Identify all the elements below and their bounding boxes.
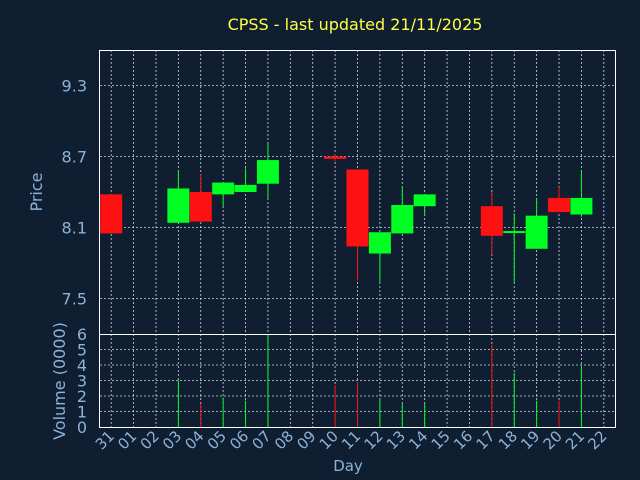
candle-body (324, 156, 347, 159)
day-tick-label: 22 (584, 427, 610, 453)
volume-tick-label: 1 (77, 403, 87, 422)
candle-body (167, 188, 190, 223)
candle-body (368, 232, 391, 254)
price-tick-label: 8.1 (62, 219, 87, 238)
candle-body (548, 197, 571, 213)
volume-tick-label: 6 (77, 325, 87, 344)
price-tick-labels: 9.3 8.7 8.1 7.5 (62, 77, 87, 309)
price-tick-label: 8.7 (62, 148, 87, 167)
volume-tick-label: 3 (77, 372, 87, 391)
candle-body (480, 206, 503, 236)
candle-body (391, 205, 414, 234)
volume-tick-label: 4 (77, 356, 87, 375)
candle-body (256, 160, 279, 184)
candle-body (234, 184, 257, 192)
candles (100, 143, 593, 284)
candle-body (503, 231, 526, 234)
chart-title: CPSS - last updated 21/11/2025 (228, 15, 483, 34)
candle-body (189, 192, 212, 222)
volume-axis-label: Volume (0000) (50, 322, 69, 440)
price-axis-label: Price (27, 172, 46, 211)
day-tick-labels: 3101020304050607080910111213141516171819… (92, 427, 611, 453)
volume-tick-label: 2 (77, 387, 87, 406)
volume-panel-frame (99, 334, 616, 428)
candle-body (570, 197, 593, 215)
price-tick-label: 7.5 (62, 290, 87, 309)
day-axis-label: Day (333, 457, 363, 475)
volume-tick-label: 5 (77, 341, 87, 360)
candle-body (346, 169, 369, 247)
candle-body (212, 182, 235, 195)
price-tick-label: 9.3 (62, 77, 87, 96)
candle-body (413, 194, 436, 207)
volume-bars (177, 335, 582, 427)
candle-body (100, 194, 123, 234)
candle-body (525, 215, 548, 249)
volume-tick-label: 0 (77, 418, 87, 437)
